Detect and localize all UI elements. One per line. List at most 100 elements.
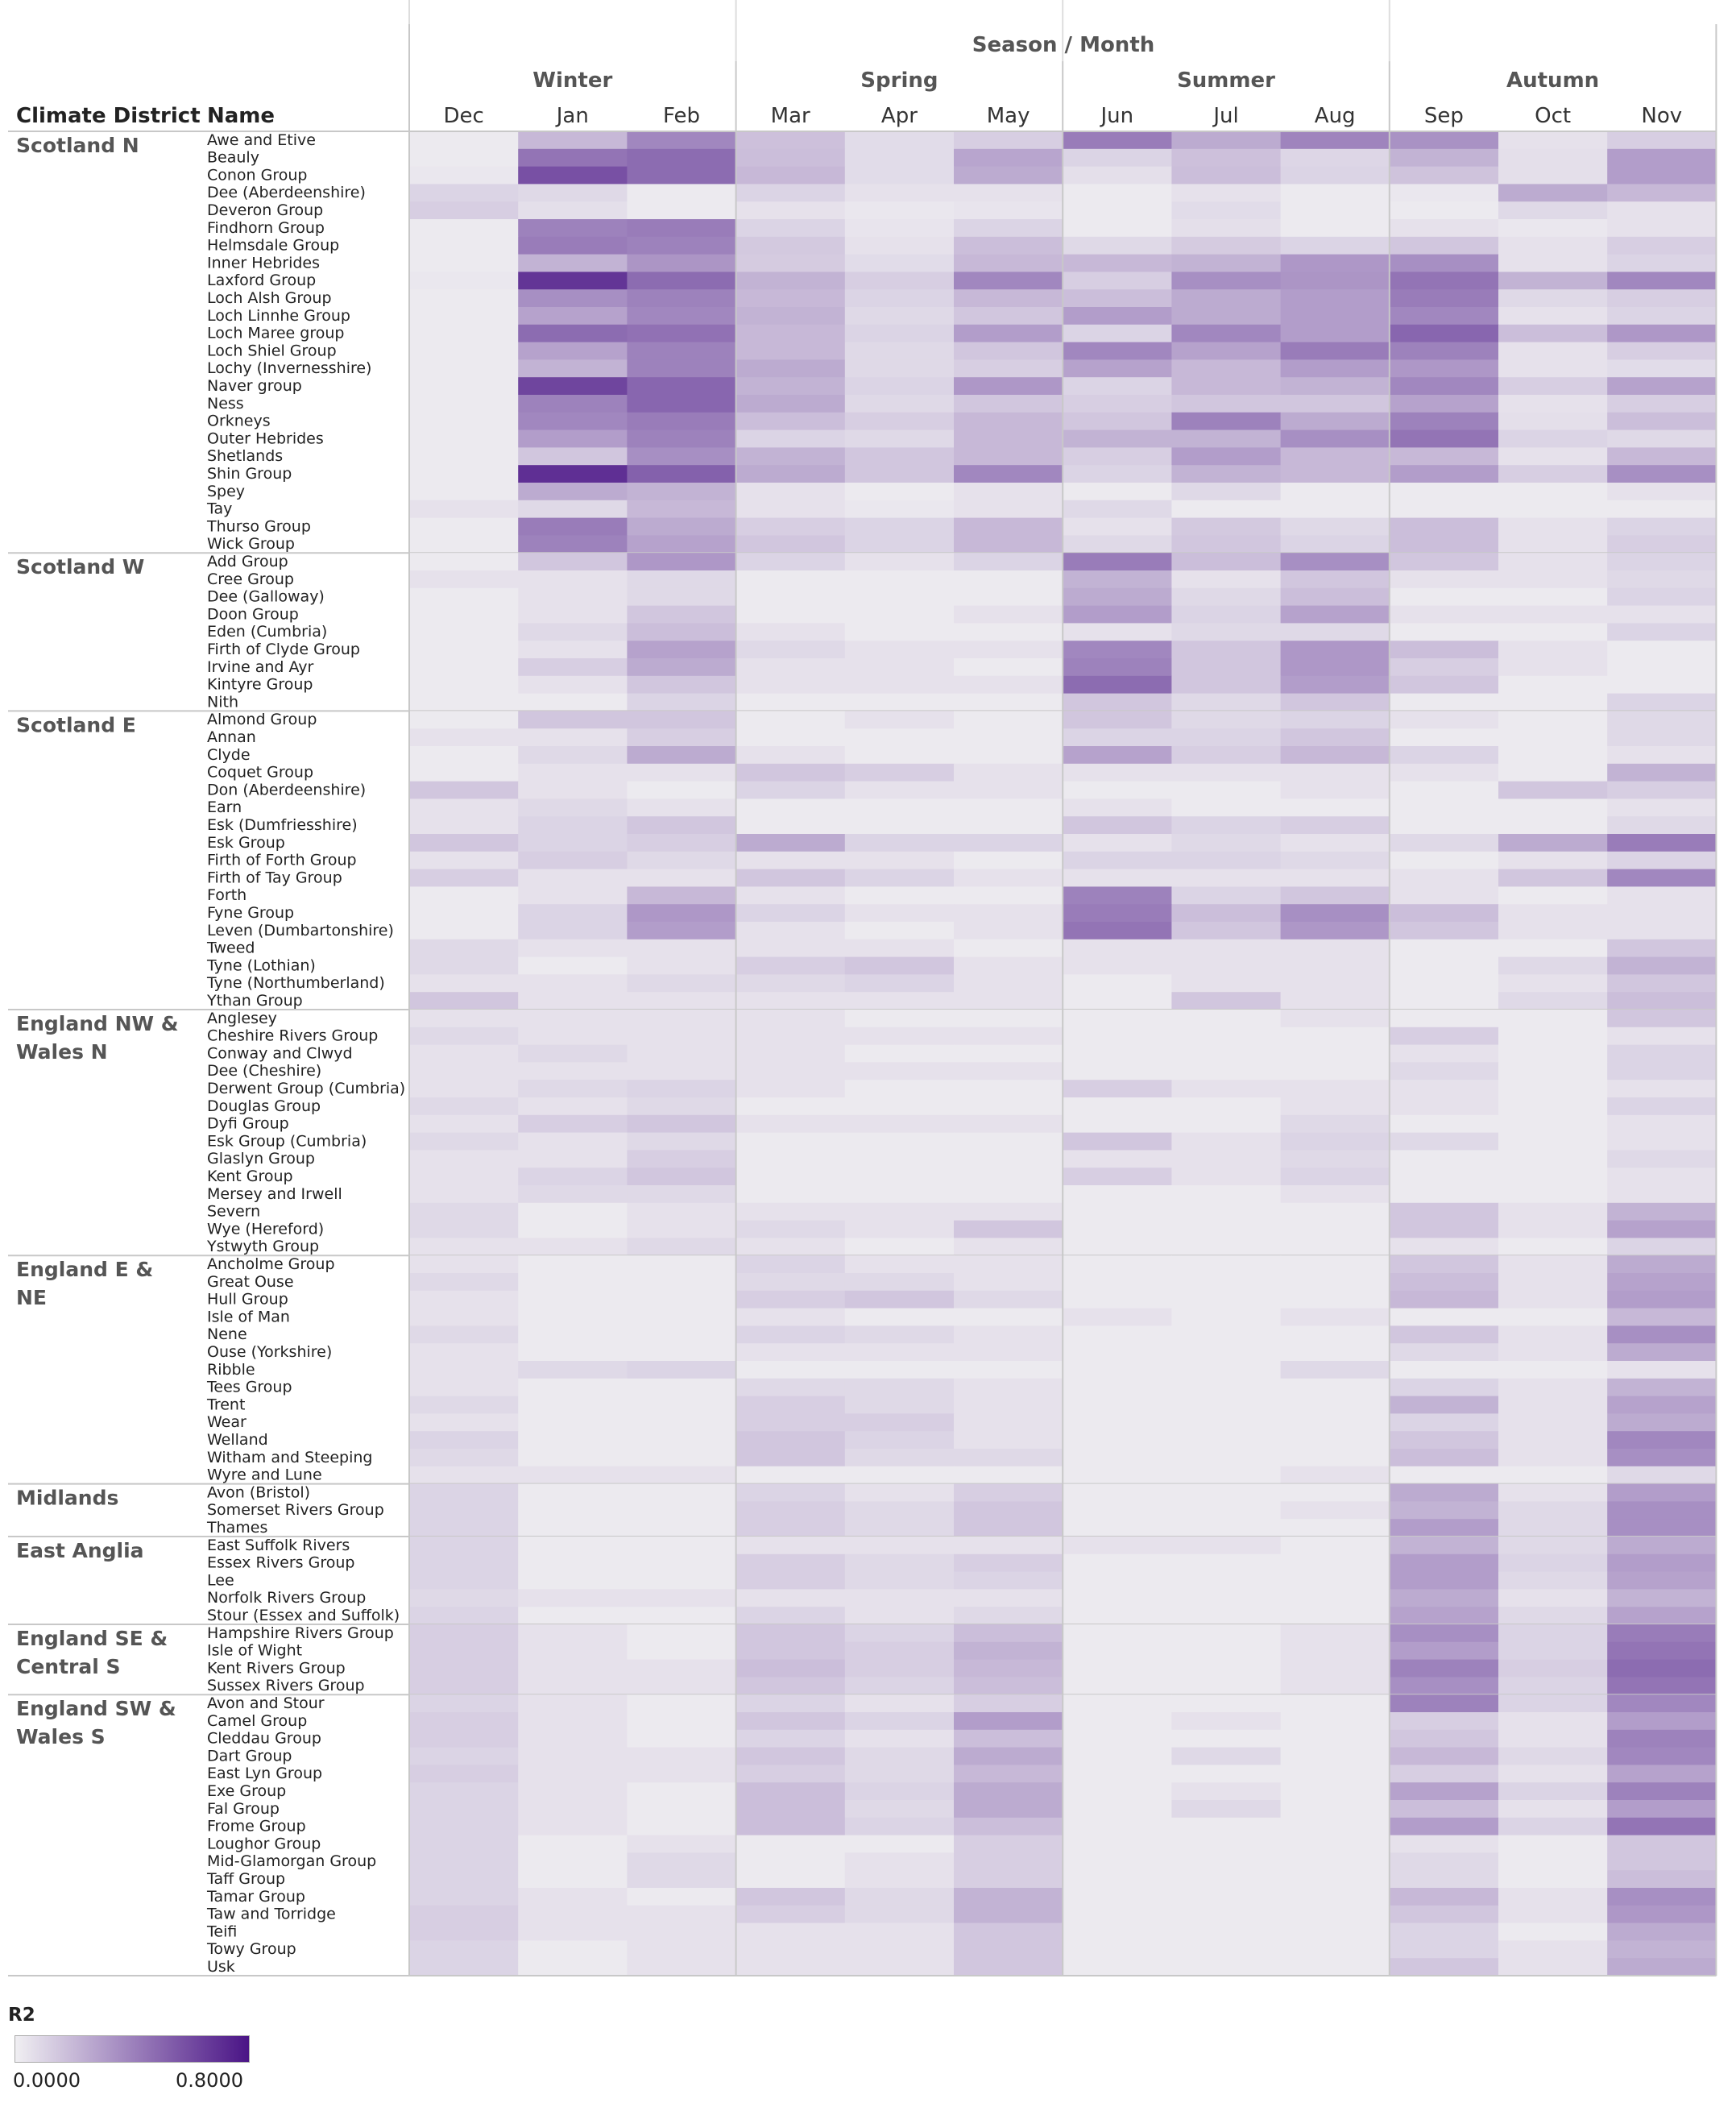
heatmap-cell — [844, 483, 955, 501]
heatmap-cell — [1389, 1677, 1499, 1695]
heatmap-cell — [627, 1378, 737, 1397]
heatmap-cell — [1171, 1888, 1282, 1906]
heatmap-cell — [844, 1150, 955, 1168]
heatmap-cell — [627, 342, 737, 360]
heatmap-cell — [844, 675, 955, 695]
heatmap-cell — [1063, 1729, 1172, 1748]
heatmap-cell — [518, 412, 628, 431]
heatmap-cell — [1498, 1220, 1608, 1238]
heatmap-cell — [1280, 1641, 1390, 1661]
heatmap-cell — [954, 746, 1063, 765]
heatmap-cell — [844, 693, 955, 711]
heatmap-cell — [627, 166, 737, 185]
row-name-label: Nene — [207, 1325, 247, 1343]
row-name-label: Taff Group — [206, 1870, 285, 1888]
district-label: Wales S — [16, 1725, 106, 1748]
heatmap-cell — [518, 1940, 628, 1959]
heatmap-cell — [1063, 1150, 1172, 1168]
heatmap-cell — [1498, 1712, 1608, 1731]
heatmap-cell — [627, 447, 737, 466]
heatmap-cell — [1498, 500, 1608, 519]
heatmap-cell — [844, 1483, 955, 1502]
heatmap-cell — [518, 1624, 628, 1643]
heatmap-cell — [518, 956, 628, 975]
heatmap-cell — [1063, 623, 1172, 641]
heatmap-cell — [518, 1729, 628, 1748]
heatmap-cell — [1171, 1273, 1282, 1292]
heatmap-cell — [1498, 1607, 1608, 1625]
heatmap-cell — [1607, 1712, 1717, 1731]
heatmap-cell — [1171, 1835, 1282, 1853]
heatmap-cell — [518, 184, 628, 202]
heatmap-cell — [954, 1641, 1063, 1661]
heatmap-cell — [627, 324, 737, 343]
heatmap-cell — [1389, 465, 1499, 483]
heatmap-cell — [954, 465, 1063, 483]
heatmap-cell — [844, 851, 955, 870]
heatmap-cell — [518, 1080, 628, 1098]
heatmap-cell — [409, 1150, 519, 1168]
heatmap-cell — [627, 992, 737, 1010]
heatmap-cell — [735, 1870, 846, 1889]
heatmap-cell — [735, 535, 846, 554]
row-name-label: Cleddau Group — [207, 1730, 321, 1748]
heatmap-cell — [1171, 1553, 1282, 1573]
heatmap-cell — [1063, 465, 1172, 483]
heatmap-cell — [735, 641, 846, 659]
heatmap-cell — [954, 1044, 1063, 1063]
heatmap-cell — [1171, 693, 1282, 711]
heatmap-cell — [954, 272, 1063, 290]
heatmap-cell — [627, 1080, 737, 1098]
heatmap-cell — [1389, 1765, 1499, 1783]
heatmap-cell — [844, 869, 955, 887]
heatmap-cell — [518, 1308, 628, 1326]
heatmap-cell — [1063, 1888, 1172, 1906]
heatmap-cell — [409, 1466, 519, 1485]
heatmap-cell — [409, 254, 519, 272]
legend-max-label: 0.8000 — [176, 2069, 243, 2092]
heatmap-cell — [735, 623, 846, 641]
heatmap-cell — [1389, 1835, 1499, 1853]
heatmap-cell — [1063, 1202, 1172, 1221]
heatmap-cell — [1389, 1185, 1499, 1204]
heatmap-cell — [1498, 1589, 1608, 1607]
heatmap-cell — [1280, 342, 1390, 360]
heatmap-cell — [518, 675, 628, 695]
heatmap-cell — [1607, 869, 1717, 887]
heatmap-cell — [954, 886, 1063, 905]
heatmap-cell — [1280, 728, 1390, 747]
heatmap-cell — [1063, 658, 1172, 677]
heatmap-cell — [954, 798, 1063, 817]
heatmap-cell — [627, 904, 737, 923]
heatmap-cell — [954, 1747, 1063, 1765]
heatmap-cell — [1389, 131, 1499, 150]
row-name-label: Tyne (Lothian) — [206, 956, 316, 974]
month-header: May — [987, 104, 1030, 128]
heatmap-cell — [735, 1940, 846, 1959]
heatmap-cell — [954, 166, 1063, 185]
heatmap-cell — [1389, 1729, 1499, 1748]
heatmap-cell — [1389, 1097, 1499, 1116]
heatmap-cell — [1280, 1537, 1390, 1555]
heatmap-cell — [1280, 570, 1390, 589]
heatmap-cell — [1389, 1202, 1499, 1221]
heatmap-cell — [518, 1589, 628, 1607]
heatmap-cell — [954, 763, 1063, 782]
heatmap-cell — [735, 1466, 846, 1485]
heatmap-cell — [844, 307, 955, 326]
heatmap-cell — [518, 166, 628, 185]
heatmap-cell — [1498, 535, 1608, 554]
heatmap-cell — [1171, 1817, 1282, 1836]
row-name-label: Stour (Essex and Suffolk) — [207, 1607, 400, 1624]
heatmap-cell — [735, 1238, 846, 1256]
district-label: NE — [16, 1286, 47, 1309]
heatmap-cell — [1389, 500, 1499, 519]
heatmap-cell — [1498, 1132, 1608, 1151]
heatmap-cell — [1607, 1431, 1717, 1450]
row-name-label: Cheshire Rivers Group — [207, 1027, 378, 1045]
heatmap-cell — [1607, 1888, 1717, 1906]
heatmap-cell — [1171, 1343, 1282, 1362]
heatmap-cell — [844, 711, 955, 729]
heatmap-cell — [1171, 1905, 1282, 1924]
heatmap-cell — [1607, 1273, 1717, 1292]
